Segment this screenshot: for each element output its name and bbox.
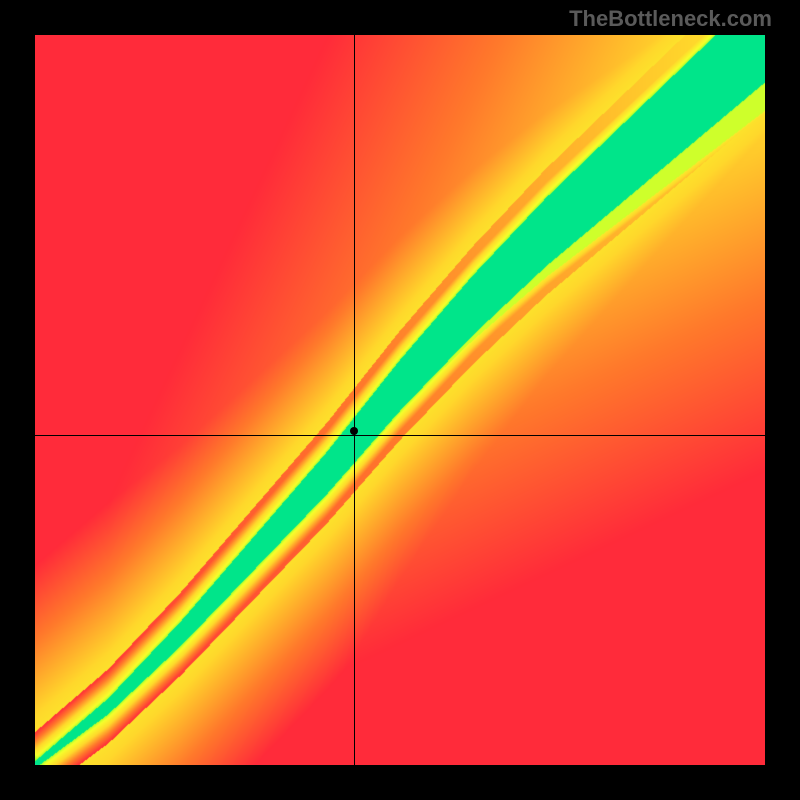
crosshair-vertical xyxy=(354,35,355,765)
bottleneck-heatmap xyxy=(35,35,765,765)
marker-dot xyxy=(350,427,358,435)
watermark-text: TheBottleneck.com xyxy=(569,6,772,32)
crosshair-horizontal xyxy=(35,435,765,436)
plot-area xyxy=(35,35,765,765)
